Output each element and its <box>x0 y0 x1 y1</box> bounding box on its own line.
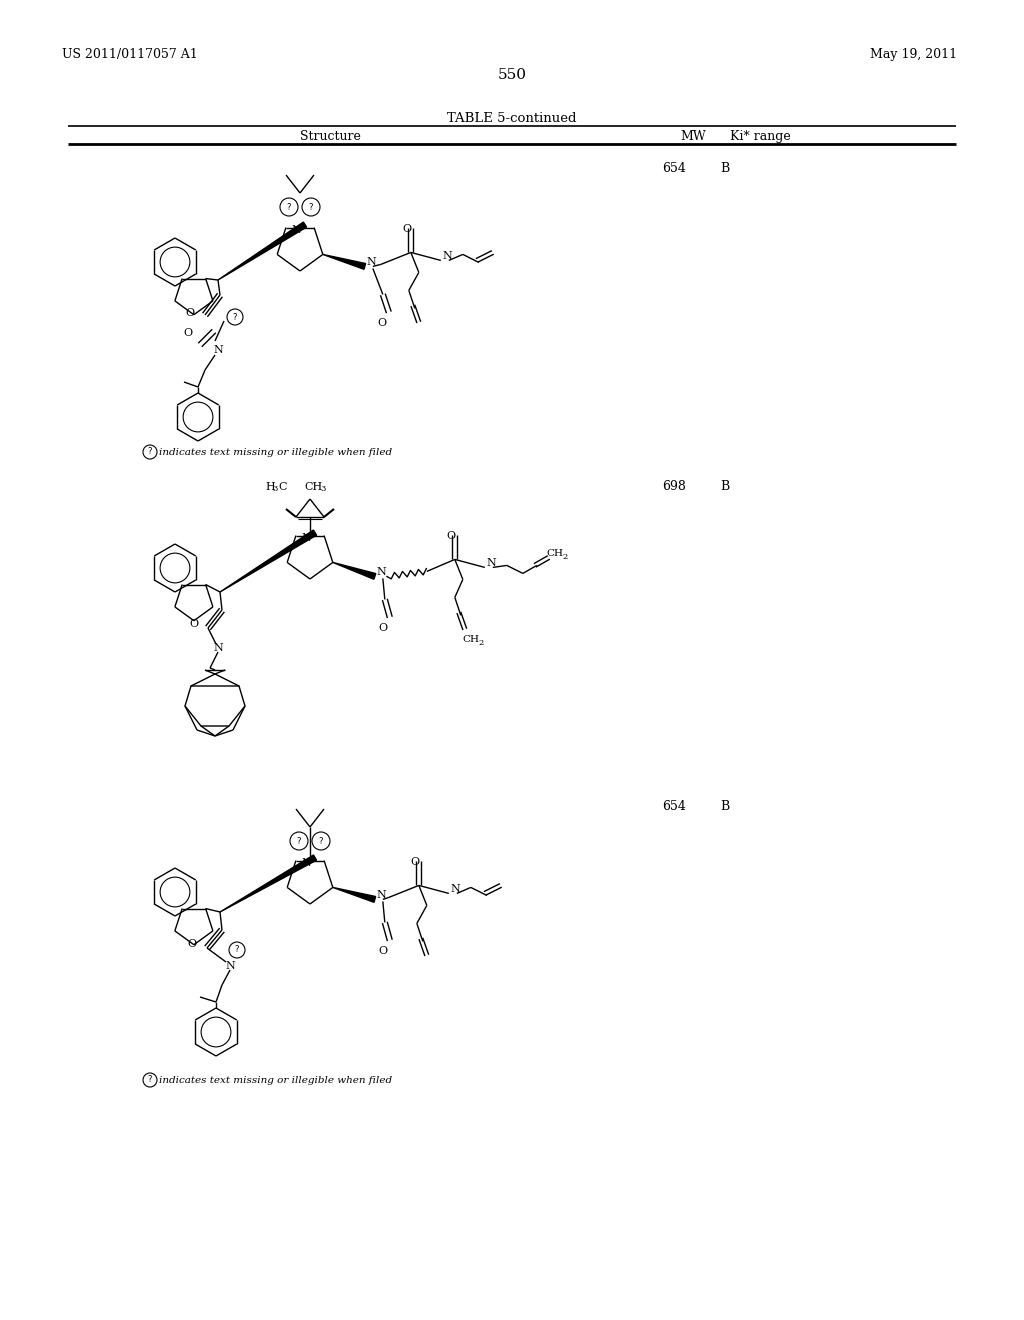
Polygon shape <box>333 887 376 903</box>
Text: 698: 698 <box>662 480 686 492</box>
Text: 2: 2 <box>563 553 568 561</box>
Text: ?: ? <box>318 837 324 846</box>
Text: B: B <box>720 162 729 176</box>
Text: ?: ? <box>287 202 291 211</box>
Text: O: O <box>185 308 195 318</box>
Text: indicates text missing or illegible when filed: indicates text missing or illegible when… <box>159 447 392 457</box>
Text: N: N <box>377 891 387 900</box>
Polygon shape <box>220 855 316 912</box>
Text: MW: MW <box>680 129 706 143</box>
Text: N: N <box>301 532 311 543</box>
Polygon shape <box>323 255 366 269</box>
Text: 550: 550 <box>498 69 526 82</box>
Text: O: O <box>402 224 412 235</box>
Text: N: N <box>451 884 461 895</box>
Text: C: C <box>278 482 287 492</box>
Text: Structure: Structure <box>300 129 360 143</box>
Text: N: N <box>213 345 223 355</box>
Text: N: N <box>377 568 387 577</box>
Text: 2: 2 <box>479 639 484 647</box>
Text: O: O <box>411 858 420 867</box>
Text: Ki* range: Ki* range <box>730 129 791 143</box>
Text: TABLE 5-continued: TABLE 5-continued <box>447 112 577 125</box>
Text: O: O <box>446 532 456 541</box>
Text: ?: ? <box>232 313 238 322</box>
Text: B: B <box>720 480 729 492</box>
Text: ?: ? <box>297 837 301 846</box>
Text: O: O <box>183 327 193 338</box>
Polygon shape <box>333 562 376 579</box>
Text: 3: 3 <box>272 484 278 492</box>
Text: B: B <box>720 800 729 813</box>
Text: O: O <box>378 623 387 634</box>
Text: H: H <box>265 482 274 492</box>
Text: ?: ? <box>147 1076 153 1085</box>
Text: ?: ? <box>309 202 313 211</box>
Text: O: O <box>377 318 386 329</box>
Text: indicates text missing or illegible when filed: indicates text missing or illegible when… <box>159 1076 392 1085</box>
Text: N: N <box>213 643 223 653</box>
Text: N: N <box>367 257 377 268</box>
Text: N: N <box>291 224 301 235</box>
Text: O: O <box>378 946 387 957</box>
Text: O: O <box>187 939 197 949</box>
Text: May 19, 2011: May 19, 2011 <box>870 48 957 61</box>
Text: ?: ? <box>147 447 153 457</box>
Text: CH: CH <box>547 549 564 558</box>
Text: CH: CH <box>463 635 480 644</box>
Text: N: N <box>225 961 234 972</box>
Text: 654: 654 <box>662 800 686 813</box>
Text: N: N <box>442 251 453 261</box>
Polygon shape <box>218 222 306 280</box>
Text: 654: 654 <box>662 162 686 176</box>
Polygon shape <box>220 531 316 591</box>
Text: US 2011/0117057 A1: US 2011/0117057 A1 <box>62 48 198 61</box>
Text: O: O <box>189 619 199 630</box>
Text: CH: CH <box>304 482 323 492</box>
Text: N: N <box>486 558 497 569</box>
Text: 3: 3 <box>319 484 326 492</box>
Text: ?: ? <box>234 945 240 954</box>
Text: N: N <box>301 858 311 867</box>
